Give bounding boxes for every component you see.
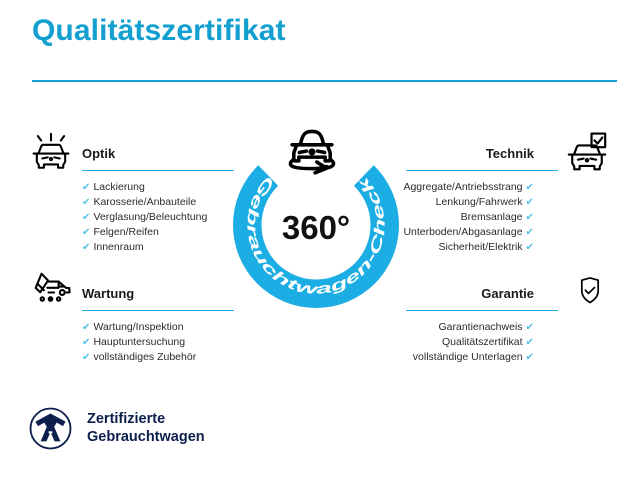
svg-text:360°: 360° xyxy=(282,209,350,246)
